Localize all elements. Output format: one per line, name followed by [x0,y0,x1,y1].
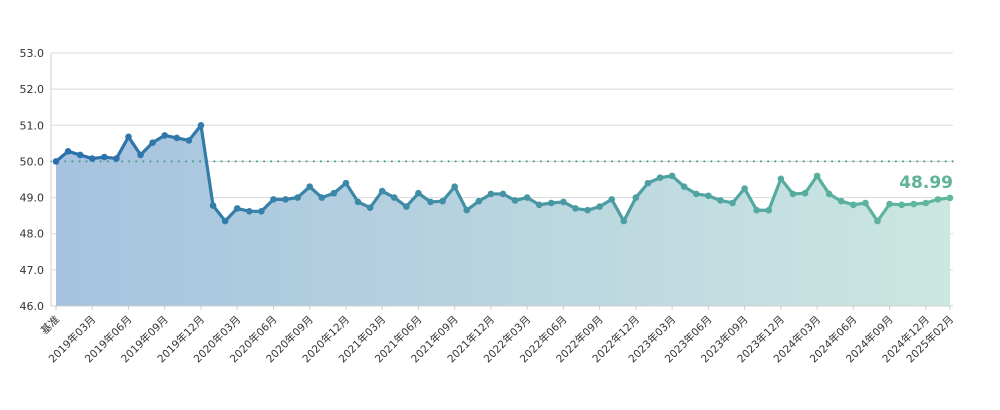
data-point [523,194,531,201]
x-tick-label: 基准 [38,313,62,337]
data-point [922,199,930,207]
data-point [294,194,301,201]
series-points [52,121,954,225]
data-point [233,205,241,212]
y-tick-label: 52.0 [20,83,45,96]
y-tick-label: 49.0 [20,192,45,205]
data-point [596,203,603,210]
data-point [427,198,434,206]
data-point [741,185,748,192]
y-tick-label: 53.0 [20,47,45,60]
data-point [898,201,905,209]
data-point [366,204,374,211]
data-point [197,121,205,129]
data-point [149,139,156,146]
data-point [185,137,193,144]
data-point [535,201,543,209]
data-point [813,172,821,180]
data-point [173,134,181,142]
data-point [680,183,688,191]
data-point [415,189,422,197]
data-point [282,196,289,203]
data-point [886,200,893,208]
data-point [161,132,169,139]
data-point [705,192,712,200]
y-tick-label: 48.0 [20,228,45,241]
data-point [125,133,132,141]
data-point [572,205,579,212]
data-point [608,196,616,203]
y-axis-ticks: 46.0 47.0 48.0 49.0 50.0 51.0 52.0 53.0 [20,47,45,313]
data-point [837,197,845,205]
data-point [463,206,471,214]
data-point [137,151,144,159]
data-point [717,197,724,204]
data-point [451,183,458,191]
data-point [390,194,398,201]
data-point [499,190,507,198]
data-point [656,174,664,181]
data-point [825,190,833,198]
data-point [692,190,700,198]
data-point [753,206,761,214]
area-fill [56,125,950,306]
data-point [101,153,108,161]
data-point [342,179,350,187]
y-tick-label: 51.0 [20,119,45,132]
area-path [56,125,950,306]
data-point [88,155,96,162]
data-point [789,190,797,198]
data-point [934,196,942,203]
y-tick-label: 47.0 [20,264,45,277]
data-point [52,158,60,165]
data-point [113,155,120,162]
data-point [668,172,676,180]
data-point [801,189,809,197]
data-point [644,179,652,187]
data-point [487,190,495,198]
data-point [632,194,640,201]
data-point [548,199,555,207]
data-point [330,189,338,197]
data-point [221,217,229,225]
data-point [76,151,84,159]
data-point [910,200,918,208]
data-point [850,201,857,209]
data-point [270,196,277,203]
data-point [318,194,326,201]
data-point [306,183,314,191]
x-axis-ticks: 基准2019年03月2019年06月2019年09月2019年12月2020年0… [38,306,956,365]
data-point [245,208,253,215]
data-point [439,197,446,205]
data-point [777,175,785,183]
data-point [946,194,954,202]
data-point [511,197,519,204]
data-point [209,202,217,209]
data-point [378,187,386,195]
data-point [403,203,410,210]
data-point [862,199,869,207]
data-point [765,206,773,214]
data-point [475,197,483,205]
data-point [560,198,567,206]
data-point [620,217,628,225]
data-point [729,199,736,207]
data-point [584,206,591,214]
y-tick-label: 50.0 [20,155,45,168]
data-point [874,217,881,225]
data-point [258,208,265,215]
last-value-label: 48.99 [899,173,953,193]
data-point [64,148,72,155]
data-point [354,198,362,206]
y-tick-label: 46.0 [20,300,45,313]
